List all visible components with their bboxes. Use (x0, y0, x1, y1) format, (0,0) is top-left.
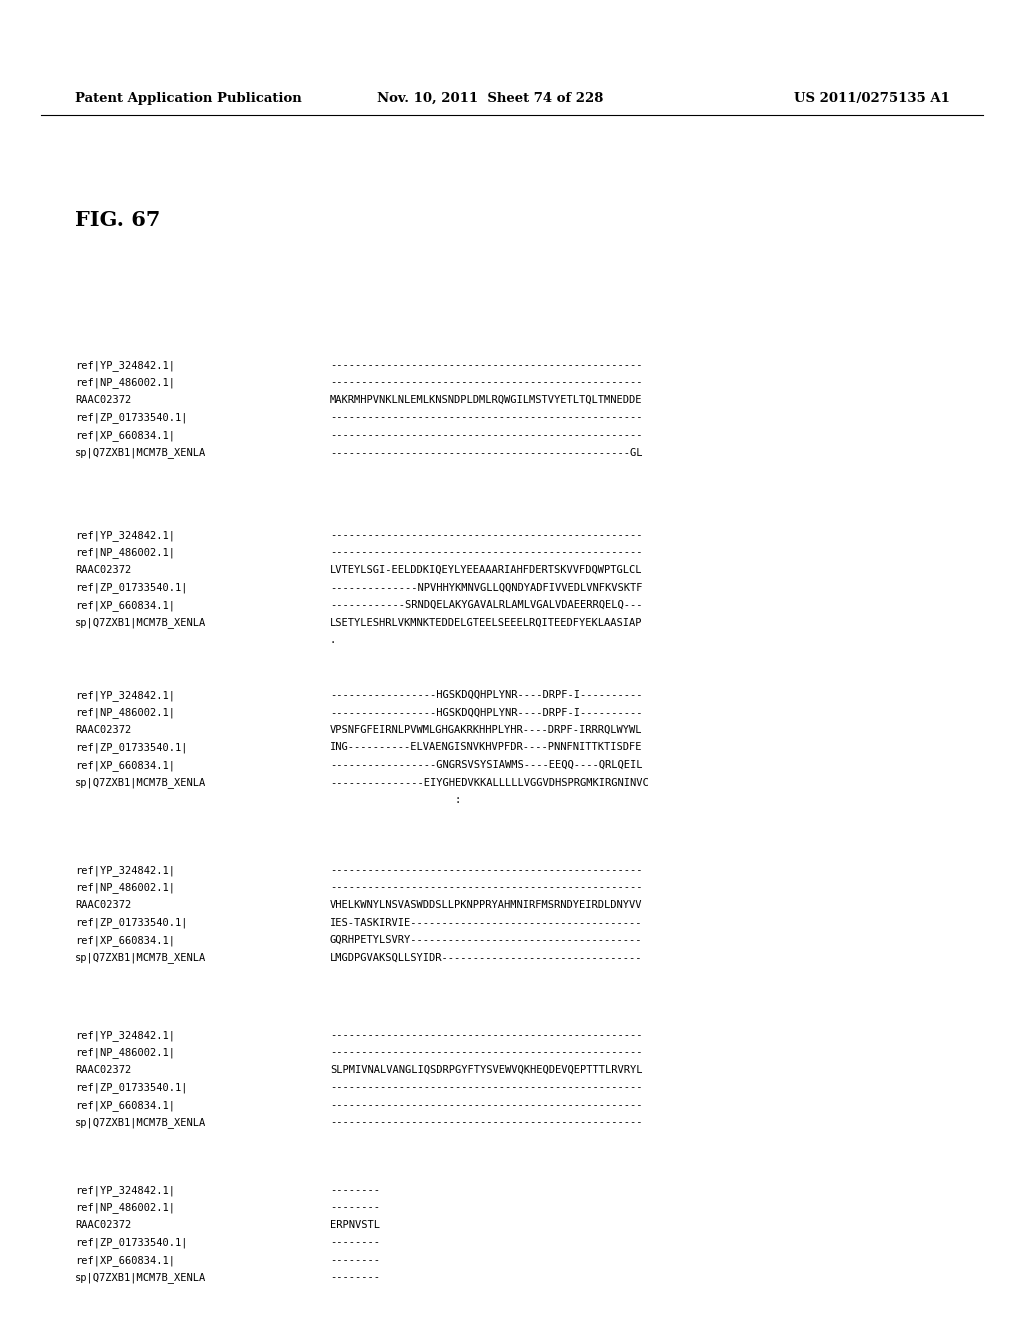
Text: ref|XP_660834.1|: ref|XP_660834.1| (75, 1100, 175, 1111)
Text: ref|NP_486002.1|: ref|NP_486002.1| (75, 708, 175, 718)
Text: --------------------------------------------------: ----------------------------------------… (330, 883, 642, 892)
Text: MAKRMHPVNKLNLEMLKNSNDPLDMLRQWGILMSTVYETLTQLTMNEDDE: MAKRMHPVNKLNLEMLKNSNDPLDMLRQWGILMSTVYETL… (330, 395, 642, 405)
Text: --------------------------------------------------: ----------------------------------------… (330, 1030, 642, 1040)
Text: --------------NPVHHYKMNVGLLQQNDYADFIVVEDLVNFKVSKTF: --------------NPVHHYKMNVGLLQQNDYADFIVVED… (330, 582, 642, 593)
Text: ref|ZP_01733540.1|: ref|ZP_01733540.1| (75, 1082, 187, 1093)
Text: ref|XP_660834.1|: ref|XP_660834.1| (75, 430, 175, 441)
Text: --------------------------------------------------: ----------------------------------------… (330, 1082, 642, 1093)
Text: LMGDPGVAKSQLLSYIDR--------------------------------: LMGDPGVAKSQLLSYIDR----------------------… (330, 953, 642, 962)
Text: LVTEYLSGI-EELDDKIQEYLYEEAAARIAHFDERTSKVVFDQWPTGLCL: LVTEYLSGI-EELDDKIQEYLYEEAAARIAHFDERTSKVV… (330, 565, 642, 576)
Text: :: : (330, 795, 461, 805)
Text: VHELKWNYLNSVASWDDSLLPKNPPRYAHMNIRFMSRNDYEIRDLDNYVV: VHELKWNYLNSVASWDDSLLPKNPPRYAHMNIRFMSRNDY… (330, 900, 642, 909)
Text: .: . (330, 635, 336, 645)
Text: --------------------------------------------------: ----------------------------------------… (330, 360, 642, 370)
Text: ref|YP_324842.1|: ref|YP_324842.1| (75, 531, 175, 541)
Text: -----------------GNGRSVSYSIAWMS----EEQQ----QRLQEIL: -----------------GNGRSVSYSIAWMS----EEQQ-… (330, 760, 642, 770)
Text: sp|Q7ZXB1|MCM7B_XENLA: sp|Q7ZXB1|MCM7B_XENLA (75, 1118, 206, 1129)
Text: ref|ZP_01733540.1|: ref|ZP_01733540.1| (75, 413, 187, 424)
Text: ref|YP_324842.1|: ref|YP_324842.1| (75, 360, 175, 371)
Text: --------------------------------------------------: ----------------------------------------… (330, 1118, 642, 1127)
Text: sp|Q7ZXB1|MCM7B_XENLA: sp|Q7ZXB1|MCM7B_XENLA (75, 953, 206, 964)
Text: ref|NP_486002.1|: ref|NP_486002.1| (75, 1203, 175, 1213)
Text: SLPMIVNALVANGLIQSDRPGYFTYSVEWVQKHEQDEVQEPTTTLRVRYL: SLPMIVNALVANGLIQSDRPGYFTYSVEWVQKHEQDEVQE… (330, 1065, 642, 1074)
Text: VPSNFGFEIRNLPVWMLGHGAKRKHHPLYHR----DRPF-IRRRQLWYWL: VPSNFGFEIRNLPVWMLGHGAKRKHHPLYHR----DRPF-… (330, 725, 642, 735)
Text: Patent Application Publication: Patent Application Publication (75, 92, 302, 106)
Text: ------------------------------------------------GL: ----------------------------------------… (330, 447, 642, 458)
Text: --------------------------------------------------: ----------------------------------------… (330, 531, 642, 540)
Text: sp|Q7ZXB1|MCM7B_XENLA: sp|Q7ZXB1|MCM7B_XENLA (75, 777, 206, 788)
Text: ref|NP_486002.1|: ref|NP_486002.1| (75, 1048, 175, 1059)
Text: ref|NP_486002.1|: ref|NP_486002.1| (75, 548, 175, 558)
Text: FIG. 67: FIG. 67 (75, 210, 161, 230)
Text: sp|Q7ZXB1|MCM7B_XENLA: sp|Q7ZXB1|MCM7B_XENLA (75, 618, 206, 628)
Text: --------------------------------------------------: ----------------------------------------… (330, 378, 642, 388)
Text: --------------------------------------------------: ----------------------------------------… (330, 548, 642, 557)
Text: ref|ZP_01733540.1|: ref|ZP_01733540.1| (75, 1238, 187, 1249)
Text: US 2011/0275135 A1: US 2011/0275135 A1 (795, 92, 950, 106)
Text: -----------------HGSKDQQHPLYNR----DRPF-I----------: -----------------HGSKDQQHPLYNR----DRPF-I… (330, 690, 642, 700)
Text: -----------------HGSKDQQHPLYNR----DRPF-I----------: -----------------HGSKDQQHPLYNR----DRPF-I… (330, 708, 642, 718)
Text: ref|ZP_01733540.1|: ref|ZP_01733540.1| (75, 582, 187, 594)
Text: --------------------------------------------------: ----------------------------------------… (330, 1048, 642, 1057)
Text: --------------------------------------------------: ----------------------------------------… (330, 865, 642, 875)
Text: ERPNVSTL: ERPNVSTL (330, 1220, 380, 1230)
Text: ref|ZP_01733540.1|: ref|ZP_01733540.1| (75, 742, 187, 754)
Text: ref|YP_324842.1|: ref|YP_324842.1| (75, 690, 175, 701)
Text: --------: -------- (330, 1272, 380, 1283)
Text: ref|XP_660834.1|: ref|XP_660834.1| (75, 601, 175, 611)
Text: --------: -------- (330, 1185, 380, 1195)
Text: ref|XP_660834.1|: ref|XP_660834.1| (75, 760, 175, 771)
Text: --------------------------------------------------: ----------------------------------------… (330, 430, 642, 440)
Text: RAAC02372: RAAC02372 (75, 1220, 131, 1230)
Text: --------: -------- (330, 1203, 380, 1213)
Text: ref|YP_324842.1|: ref|YP_324842.1| (75, 1030, 175, 1041)
Text: ref|YP_324842.1|: ref|YP_324842.1| (75, 865, 175, 876)
Text: --------: -------- (330, 1255, 380, 1265)
Text: Nov. 10, 2011  Sheet 74 of 228: Nov. 10, 2011 Sheet 74 of 228 (377, 92, 603, 106)
Text: --------------------------------------------------: ----------------------------------------… (330, 413, 642, 422)
Text: ref|NP_486002.1|: ref|NP_486002.1| (75, 378, 175, 388)
Text: sp|Q7ZXB1|MCM7B_XENLA: sp|Q7ZXB1|MCM7B_XENLA (75, 447, 206, 458)
Text: ref|XP_660834.1|: ref|XP_660834.1| (75, 935, 175, 946)
Text: RAAC02372: RAAC02372 (75, 1065, 131, 1074)
Text: RAAC02372: RAAC02372 (75, 395, 131, 405)
Text: ---------------EIYGHEDVKKALLLLLVGGVDHSPRGMKIRGNINVC: ---------------EIYGHEDVKKALLLLLVGGVDHSPR… (330, 777, 649, 788)
Text: RAAC02372: RAAC02372 (75, 725, 131, 735)
Text: --------------------------------------------------: ----------------------------------------… (330, 1100, 642, 1110)
Text: --------: -------- (330, 1238, 380, 1247)
Text: LSETYLESHRLVKMNKTEDDELGTEELSEEELRQITEEDFYEKLAASIAP: LSETYLESHRLVKMNKTEDDELGTEELSEEELRQITEEDF… (330, 618, 642, 627)
Text: ref|YP_324842.1|: ref|YP_324842.1| (75, 1185, 175, 1196)
Text: RAAC02372: RAAC02372 (75, 900, 131, 909)
Text: GQRHPETYLSVRY-------------------------------------: GQRHPETYLSVRY---------------------------… (330, 935, 642, 945)
Text: RAAC02372: RAAC02372 (75, 565, 131, 576)
Text: ref|XP_660834.1|: ref|XP_660834.1| (75, 1255, 175, 1266)
Text: ref|ZP_01733540.1|: ref|ZP_01733540.1| (75, 917, 187, 928)
Text: sp|Q7ZXB1|MCM7B_XENLA: sp|Q7ZXB1|MCM7B_XENLA (75, 1272, 206, 1283)
Text: ref|NP_486002.1|: ref|NP_486002.1| (75, 883, 175, 894)
Text: ING----------ELVAENGISNVKHVPFDR----PNNFNITTKTISDFE: ING----------ELVAENGISNVKHVPFDR----PNNFN… (330, 742, 642, 752)
Text: ------------SRNDQELAKYGAVALRLAMLVGALVDAEERRQELQ---: ------------SRNDQELAKYGAVALRLAMLVGALVDAE… (330, 601, 642, 610)
Text: IES-TASKIRVIE-------------------------------------: IES-TASKIRVIE---------------------------… (330, 917, 642, 928)
